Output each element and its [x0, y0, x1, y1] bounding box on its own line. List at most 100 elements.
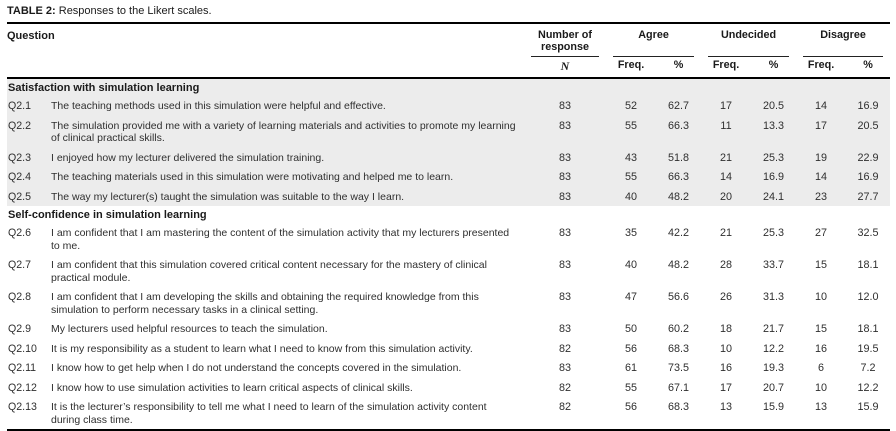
- value-agree-freq: 50: [625, 323, 638, 335]
- value-n: 83: [559, 362, 572, 374]
- column-header-undecided-freq: Freq.: [701, 57, 752, 79]
- question-text: The teaching materials used in this simu…: [51, 171, 454, 183]
- value-agree-pct: 62.7: [668, 100, 690, 112]
- value-disagree-freq: 10: [815, 381, 828, 394]
- column-group-wrap: Agree: [606, 24, 701, 57]
- section-header-row: Satisfaction with simulation learning: [7, 78, 891, 96]
- value-undecided-pct: 25.3: [763, 227, 785, 239]
- value-n: 83: [559, 259, 572, 271]
- value-undecided-pct: 21.7: [763, 323, 785, 335]
- value-agree-pct: 68.3: [668, 342, 690, 355]
- column-header-agree-pct: %: [656, 57, 702, 79]
- question-text: I am confident that I am mastering the c…: [51, 227, 510, 252]
- column-group-label: Disagree: [820, 29, 866, 41]
- column-group-label: Number of response: [538, 29, 593, 53]
- value-disagree-pct: 12.2: [857, 381, 879, 394]
- value-undecided-pct: 16.9: [763, 171, 785, 183]
- table-row: Q2.10 It is my responsibility as a studen…: [7, 339, 890, 359]
- value-disagree-freq: 10: [815, 291, 828, 303]
- value-undecided-pct: 33.7: [763, 259, 785, 271]
- column-group-underline: [803, 56, 884, 57]
- section-header-row: Self-confidence in simulation learning: [7, 206, 890, 223]
- value-undecided-pct: 25.3: [763, 151, 785, 164]
- question-id: Q2.4: [8, 171, 31, 183]
- table-row: Q2.4 The teaching materials used in this …: [7, 167, 891, 187]
- value-agree-freq: 56: [625, 401, 638, 413]
- value-disagree-pct: 32.5: [857, 227, 879, 239]
- value-undecided-freq: 16: [720, 362, 733, 374]
- column-group-disagree: Disagree: [796, 24, 890, 57]
- value-agree-pct: 42.2: [668, 227, 690, 239]
- value-n: 83: [559, 171, 572, 183]
- question-id: Q2.11: [8, 362, 37, 374]
- value-undecided-freq: 26: [720, 291, 733, 303]
- header-group-row: Question Number of response Agree Undecide…: [7, 24, 890, 79]
- value-disagree-pct: 27.7: [857, 190, 879, 203]
- value-undecided-freq: 21: [720, 151, 733, 164]
- value-undecided-freq: 17: [720, 100, 733, 112]
- value-agree-pct: 48.2: [668, 190, 690, 203]
- value-agree-freq: 40: [625, 259, 638, 271]
- table-caption-label: TABLE 2:: [7, 5, 56, 17]
- value-disagree-pct: 7.2: [860, 362, 876, 374]
- column-group-agree: Agree: [606, 24, 701, 57]
- table-row: Q2.7 I am confident that this simulation …: [7, 255, 890, 287]
- column-header-disagree-freq: Freq.: [796, 57, 847, 79]
- value-undecided-freq: 18: [720, 323, 733, 335]
- question-id: Q2.5: [8, 190, 31, 203]
- question-text: The teaching methods used in this simula…: [51, 100, 386, 112]
- value-undecided-pct: 20.7: [763, 381, 785, 394]
- question-text: I know how to get help when I do not und…: [51, 362, 462, 374]
- value-agree-freq: 35: [625, 227, 638, 239]
- value-disagree-pct: 19.5: [857, 342, 879, 355]
- likert-responses-table: Question Number of response Agree Undecide…: [7, 24, 891, 431]
- value-agree-freq: 55: [625, 171, 638, 183]
- value-disagree-freq: 14: [815, 100, 828, 112]
- value-agree-freq: 55: [625, 119, 638, 132]
- table-row: Q2.8 I am confident that I am developing …: [7, 287, 890, 319]
- value-agree-freq: 52: [625, 100, 638, 112]
- question-text: My lecturers used helpful resources to t…: [51, 323, 328, 335]
- value-n: 82: [559, 381, 572, 394]
- table-row: Q2.13 It is the lecturer’s responsibility…: [7, 397, 890, 430]
- value-undecided-freq: 20: [720, 190, 733, 203]
- value-agree-freq: 55: [625, 381, 638, 394]
- question-id: Q2.10: [8, 342, 37, 355]
- value-agree-pct: 73.5: [668, 362, 690, 374]
- value-undecided-freq: 13: [720, 401, 733, 413]
- value-n: 83: [559, 227, 572, 239]
- question-id: Q2.3: [8, 151, 31, 164]
- question-text: It is my responsibility as a student to …: [51, 342, 473, 355]
- question-text: It is the lecturer’s responsibility to t…: [51, 401, 487, 426]
- column-group-undecided: Undecided: [701, 24, 796, 57]
- table-body: Satisfaction with simulation learning Q2.…: [7, 78, 891, 430]
- value-agree-pct: 48.2: [668, 259, 690, 271]
- value-undecided-pct: 20.5: [763, 100, 785, 112]
- column-group-wrap: Number of response: [524, 24, 606, 57]
- question-id: Q2.13: [8, 401, 37, 413]
- value-disagree-freq: 16: [815, 342, 828, 355]
- question-id: Q2.12: [8, 381, 37, 394]
- value-n: 83: [559, 291, 572, 303]
- value-disagree-freq: 19: [815, 151, 828, 164]
- table-row: Q2.5 The way my lecturer(s) taught the si…: [7, 186, 891, 206]
- value-disagree-freq: 6: [818, 362, 825, 374]
- value-disagree-pct: 20.5: [857, 119, 879, 132]
- value-disagree-pct: 15.9: [857, 401, 879, 413]
- section-title: Satisfaction with simulation learning: [8, 82, 200, 94]
- value-disagree-freq: 13: [815, 401, 828, 413]
- value-agree-freq: 56: [625, 342, 638, 355]
- value-n: 82: [559, 401, 572, 413]
- question-text: I enjoyed how my lecturer delivered the …: [51, 151, 325, 164]
- value-undecided-freq: 10: [720, 342, 733, 355]
- column-header-undecided-pct: %: [751, 57, 797, 79]
- value-agree-pct: 67.1: [668, 381, 690, 394]
- value-agree-pct: 66.3: [668, 119, 690, 132]
- value-agree-freq: 43: [625, 151, 638, 164]
- column-group-wrap: Disagree: [796, 24, 890, 57]
- value-agree-pct: 68.3: [668, 401, 690, 413]
- question-text: I know how to use simulation activities …: [51, 381, 413, 394]
- value-agree-pct: 66.3: [668, 171, 690, 183]
- value-disagree-pct: 12.0: [857, 291, 879, 303]
- table-caption: TABLE 2: Responses to the Likert scales.: [7, 5, 890, 24]
